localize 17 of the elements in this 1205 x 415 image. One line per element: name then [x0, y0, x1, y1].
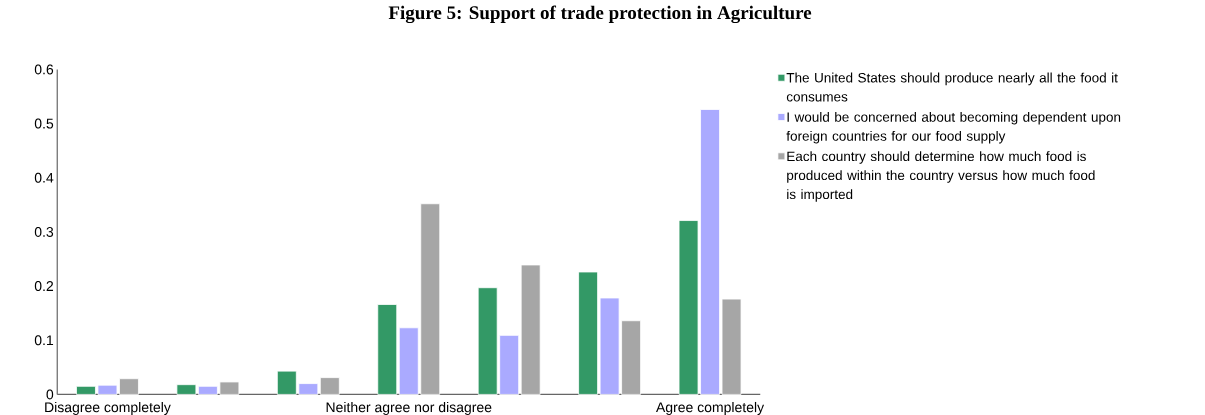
legend-label: I would be concerned about becoming dependent upon foreign countries for our food supply	[786, 111, 1121, 144]
legend-label: Each country should determine how much food is produced within the country versus how much food is imported	[787, 151, 1095, 202]
bar	[520, 264, 541, 395]
y-tick-label: 0	[46, 389, 54, 400]
y-tick-label: 0.2	[34, 281, 54, 292]
y-tick-label: 0.4	[34, 172, 54, 183]
bar	[377, 304, 398, 395]
chart-title: Figure 5: Support of trade protection in Agriculture	[388, 5, 812, 24]
x-tick-label: Neither agree nor disagree	[326, 401, 492, 415]
y-tick-label: 0.6	[34, 64, 54, 75]
y-tick-label: 0.1	[34, 335, 54, 346]
legend-label: The United States should produce nearly all the food it consumes	[786, 72, 1118, 102]
x-tick-label: Agree completely	[655, 401, 765, 415]
y-tick-label: 0.3	[34, 226, 54, 237]
bar	[319, 377, 340, 395]
x-tick-label: Disagree completely	[45, 401, 171, 415]
y-tick-label: 0.5	[34, 118, 54, 129]
